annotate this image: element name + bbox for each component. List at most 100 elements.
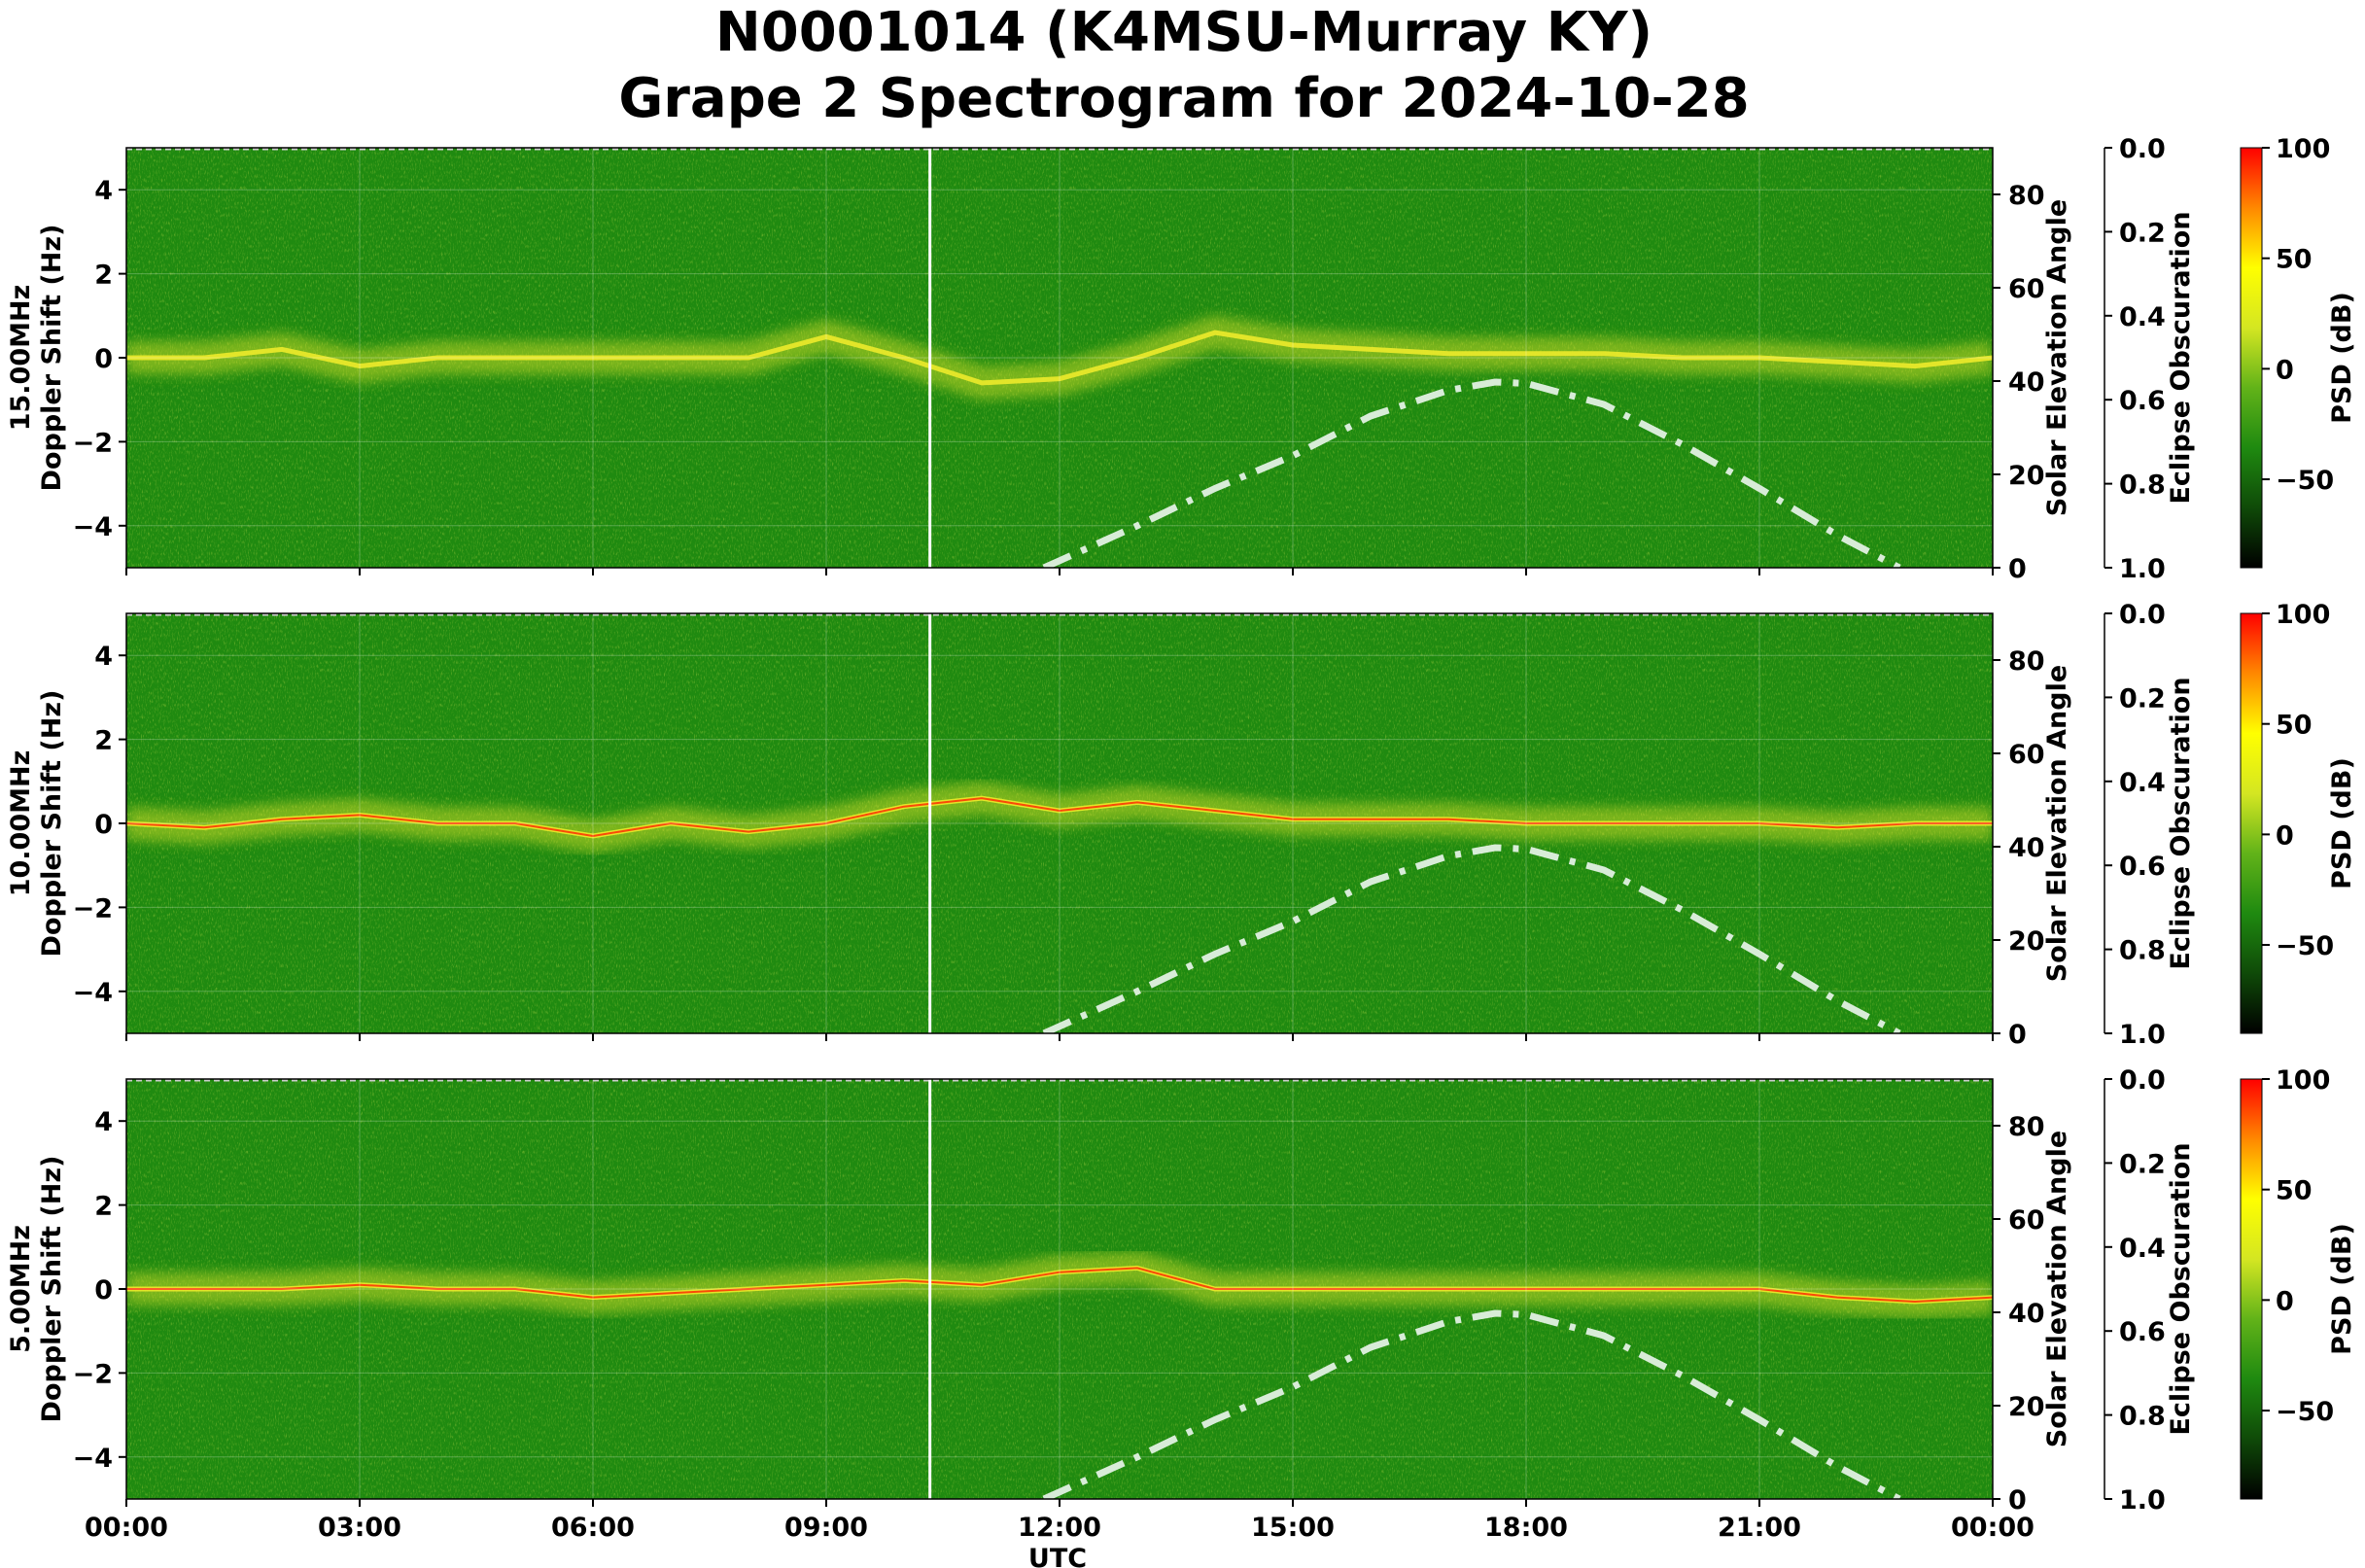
colorbar-tick-label: 50 [2276, 245, 2313, 275]
eclipse-tick-label: 0.8 [2119, 470, 2166, 501]
solar-tick-label: 0 [2008, 1020, 2027, 1050]
solar-tick-label: 60 [2008, 740, 2045, 770]
eclipse-tick-label: 1.0 [2119, 1485, 2166, 1516]
colorbar-label: PSD (dB) [2327, 757, 2357, 889]
y-tick-label: 4 [94, 176, 113, 206]
colorbar-label: PSD (dB) [2327, 292, 2357, 424]
eclipse-tick-label: 0.4 [2119, 1234, 2166, 1264]
solar-tick-label: 0 [2008, 1485, 2027, 1516]
eclipse-tick-label: 0.2 [2119, 218, 2166, 248]
solar-elevation-curve [1042, 1309, 1901, 1499]
solar-tick-label: 40 [2008, 1299, 2045, 1329]
eclipse-tick-label: 0.2 [2119, 1149, 2166, 1179]
doppler-trace-core [126, 797, 1993, 838]
x-tick-label: 00:00 [85, 1513, 168, 1543]
solar-axis-label: Solar Elevation Angle [2042, 1131, 2072, 1447]
spectrogram-content [126, 613, 1993, 1033]
solar-tick-label: 80 [2008, 646, 2045, 677]
y-tick-label: 2 [94, 726, 113, 756]
y-axis-label-doppler: Doppler Shift (Hz) [37, 690, 67, 958]
y-tick-label: 2 [94, 261, 113, 291]
y-axis-label-doppler: Doppler Shift (Hz) [37, 225, 67, 492]
doppler-trace [126, 330, 1993, 386]
solar-tick-label: 80 [2008, 1112, 2045, 1142]
x-tick-label: 15:00 [1251, 1513, 1335, 1543]
panel-15-00mhz: 420−2−415.00MHz Doppler Shift (Hz)0204060… [6, 134, 2357, 584]
y-tick-label: −4 [73, 512, 113, 542]
x-tick-label: 06:00 [551, 1513, 635, 1543]
solar-axis-label: Solar Elevation Angle [2042, 199, 2072, 516]
eclipse-tick-label: 1.0 [2119, 554, 2166, 584]
colorbar-tick-label: 50 [2276, 711, 2313, 741]
colorbar-tick-label: −50 [2276, 1397, 2334, 1427]
colorbar-label: PSD (dB) [2327, 1223, 2357, 1355]
panels-group: 420−2−415.00MHz Doppler Shift (Hz)0204060… [6, 134, 2357, 1568]
spectrogram-content [126, 148, 1993, 568]
x-axis-label: UTC [1028, 1544, 1087, 1568]
colorbar-tick-label: 50 [2276, 1176, 2313, 1206]
x-tick-label: 21:00 [1718, 1513, 1801, 1543]
eclipse-tick-label: 0.6 [2119, 386, 2166, 416]
solar-tick-label: 0 [2008, 554, 2027, 584]
eclipse-tick-label: 0.0 [2119, 1065, 2166, 1096]
colorbar [2240, 612, 2263, 1034]
eclipse-tick-label: 0.6 [2119, 852, 2166, 882]
colorbar [2240, 147, 2263, 569]
solar-tick-label: 80 [2008, 181, 2045, 211]
y-axis-label-frequency: 5.00MHz [6, 1225, 36, 1353]
colorbar-tick-label: 100 [2276, 134, 2330, 164]
colorbar-tick-label: −50 [2276, 466, 2334, 496]
colorbar-tick-label: 100 [2276, 1065, 2330, 1096]
eclipse-axis-label: Eclipse Obscuration [2166, 1142, 2196, 1435]
y-axis-label-frequency: 15.00MHz [6, 285, 36, 432]
x-tick-label: 09:00 [784, 1513, 868, 1543]
eclipse-tick-label: 1.0 [2119, 1020, 2166, 1050]
x-tick-label: 03:00 [318, 1513, 401, 1543]
x-tick-label: 18:00 [1484, 1513, 1568, 1543]
y-tick-label: 0 [94, 344, 113, 374]
y-tick-label: −4 [73, 1444, 113, 1474]
colorbar [2240, 1078, 2263, 1500]
y-tick-label: 0 [94, 810, 113, 840]
y-tick-label: 2 [94, 1192, 113, 1222]
figure-title-line1: N0001014 (K4MSU-Murray KY) [715, 1, 1652, 64]
eclipse-tick-label: 0.6 [2119, 1317, 2166, 1347]
solar-tick-label: 40 [2008, 833, 2045, 863]
panel-10-00mhz: 420−2−410.00MHz Doppler Shift (Hz)0204060… [6, 600, 2357, 1050]
y-axis-label-doppler: Doppler Shift (Hz) [37, 1156, 67, 1423]
eclipse-tick-label: 0.4 [2119, 768, 2166, 798]
y-tick-label: −2 [73, 428, 113, 458]
colorbar-tick-label: 0 [2276, 820, 2294, 851]
eclipse-tick-label: 0.0 [2119, 600, 2166, 630]
y-tick-label: −4 [73, 978, 113, 1008]
panel-5-00mhz: 420−2−45.00MHz Doppler Shift (Hz)02040608… [6, 1065, 2357, 1568]
x-tick-label: 00:00 [1951, 1513, 2035, 1543]
solar-tick-label: 20 [2008, 461, 2045, 491]
eclipse-axis-label: Eclipse Obscuration [2166, 677, 2196, 969]
solar-axis-label: Solar Elevation Angle [2042, 665, 2072, 982]
figure-title-line2: Grape 2 Spectrogram for 2024-10-28 [618, 67, 1749, 130]
y-tick-label: −2 [73, 893, 113, 923]
eclipse-tick-label: 0.8 [2119, 1402, 2166, 1432]
y-axis-label-frequency: 10.00MHz [6, 750, 36, 897]
eclipse-tick-label: 0.4 [2119, 302, 2166, 332]
y-tick-label: 0 [94, 1275, 113, 1306]
y-tick-label: 4 [94, 642, 113, 672]
colorbar-tick-label: 0 [2276, 355, 2294, 385]
solar-tick-label: 60 [2008, 1205, 2045, 1236]
x-tick-label: 12:00 [1018, 1513, 1101, 1543]
solar-elevation-curve [1042, 378, 1901, 568]
colorbar-tick-label: 0 [2276, 1286, 2294, 1316]
solar-elevation-curve [1042, 844, 1901, 1033]
solar-tick-label: 20 [2008, 1392, 2045, 1422]
solar-tick-label: 20 [2008, 926, 2045, 957]
y-tick-label: −2 [73, 1359, 113, 1389]
eclipse-tick-label: 0.8 [2119, 936, 2166, 966]
solar-tick-label: 40 [2008, 367, 2045, 398]
eclipse-tick-label: 0.2 [2119, 683, 2166, 714]
colorbar-tick-label: −50 [2276, 931, 2334, 961]
eclipse-tick-label: 0.0 [2119, 134, 2166, 164]
solar-tick-label: 60 [2008, 274, 2045, 304]
colorbar-tick-label: 100 [2276, 600, 2330, 630]
